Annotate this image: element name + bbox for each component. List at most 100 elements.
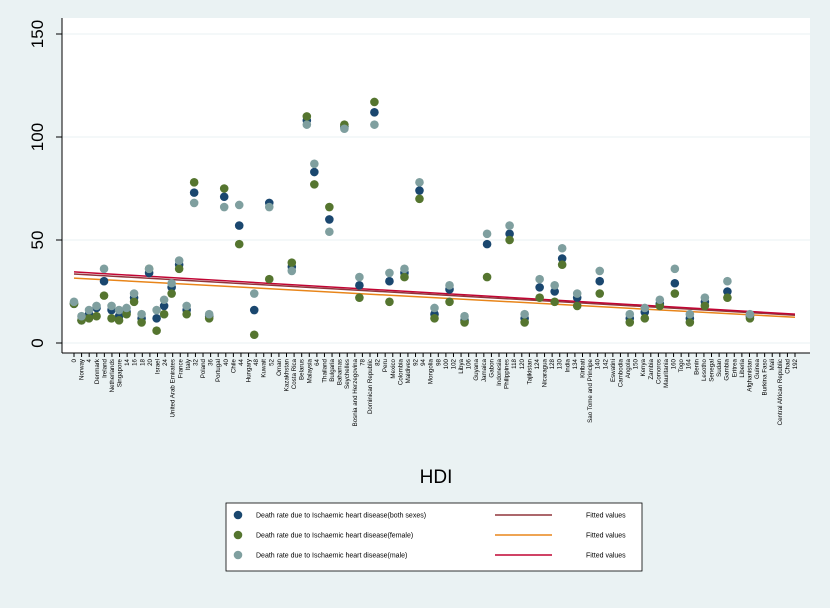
x-tick-label: Chad: [784, 358, 791, 373]
legend-box: [225, 502, 643, 572]
x-tick-label: Kuwait: [261, 359, 268, 378]
x-tick-label: 18: [139, 358, 146, 365]
data-point: [182, 301, 191, 311]
x-tick-label: Bosnia and Herzegovina: [352, 358, 359, 426]
data-point: [385, 297, 394, 307]
data-point: [325, 202, 334, 212]
data-point: [355, 281, 364, 290]
data-point: [670, 264, 680, 274]
x-tick-label: 14: [124, 358, 131, 365]
y-axis: 0 50 100 150: [28, 18, 63, 353]
x-tick-label: 164: [686, 358, 693, 369]
x-tick-label: 64: [314, 358, 321, 365]
x-tick-label: Thailand: [321, 358, 328, 382]
data-point: [535, 293, 544, 302]
x-tick-label: Maldives: [405, 359, 412, 383]
x-tick-label: Norway: [79, 358, 86, 380]
data-point: [550, 287, 559, 296]
x-tick-label: Cambodia: [617, 358, 624, 387]
x-tick-label: Israel: [154, 359, 161, 374]
legend: Death rate due to Ischaemic heart diseas…: [225, 502, 643, 572]
data-point: [482, 239, 492, 249]
x-tick-label: Bulgaria: [329, 358, 336, 381]
data-point: [129, 297, 139, 307]
x-tick-label: 94: [420, 358, 427, 365]
x-tick-label: 102: [450, 358, 457, 369]
data-point: [557, 243, 567, 253]
x-tick-label: Poland: [200, 358, 207, 378]
x-tick-label: 140: [595, 358, 602, 369]
data-point: [505, 229, 514, 239]
data-point: [655, 301, 665, 311]
data-point: [219, 202, 229, 212]
data-point: [249, 330, 259, 340]
data-point: [685, 309, 695, 319]
fitted-line: [73, 277, 796, 318]
x-tick-label: 130: [557, 358, 564, 369]
data-point: [445, 297, 454, 307]
x-tick-label: 16: [132, 358, 139, 365]
legend-marker: [233, 530, 243, 540]
data-point: [520, 309, 529, 319]
data-point: [572, 301, 582, 311]
data-point: [370, 97, 379, 107]
x-tick-label: 24: [162, 358, 169, 365]
x-tick-label: Burkina Faso: [762, 358, 769, 395]
data-point: [557, 254, 567, 263]
x-tick-label: Sao Tome and Principe: [587, 358, 594, 422]
data-point: [460, 311, 469, 321]
data-point: [137, 318, 146, 327]
x-tick-label: 118: [511, 358, 518, 368]
data-point: [234, 221, 244, 230]
data-point: [302, 120, 312, 129]
data-point: [99, 291, 109, 300]
data-point: [302, 112, 312, 121]
data-point: [182, 309, 191, 319]
data-point: [137, 309, 146, 319]
x-tick-label: Eswatini: [610, 359, 617, 382]
data-point: [114, 305, 124, 315]
data-point: [249, 305, 259, 315]
data-point: [723, 276, 732, 286]
x-tick-label: 150: [633, 358, 640, 369]
x-tick-label: Sudan: [716, 358, 723, 376]
x-tick-label: Kenya: [640, 358, 647, 376]
data-point: [99, 264, 109, 274]
x-tick-label: 36: [208, 358, 215, 365]
data-point: [219, 184, 229, 193]
data-point: [430, 313, 439, 323]
data-point: [287, 258, 297, 267]
data-point: [310, 180, 319, 189]
y-tick-label: 100: [28, 123, 47, 151]
data-point: [745, 309, 755, 319]
x-tick-label: 142: [602, 358, 609, 369]
data-point: [557, 260, 567, 270]
data-point: [415, 194, 424, 204]
x-tick-label: Kiribati: [579, 359, 586, 378]
data-point: [415, 178, 424, 187]
fitted-line: [73, 273, 796, 316]
x-tick-label: Kazakhstan: [284, 358, 291, 391]
x-tick-label: Mauritania: [663, 358, 670, 387]
data-point: [655, 295, 665, 305]
data-point: [310, 167, 319, 177]
x-tick-label: Nicaragua: [542, 358, 549, 387]
x-tick-label: Zambia: [648, 358, 655, 379]
data-point: [355, 272, 364, 282]
legend-label: Death rate due to Ischaemic heart diseas…: [256, 513, 426, 520]
y-tick-label: 0: [28, 338, 47, 347]
x-tick-label: Ireland: [101, 358, 108, 377]
data-point: [640, 313, 650, 323]
x-tick-label: 160: [671, 358, 678, 369]
data-point: [400, 264, 409, 274]
data-points: [69, 97, 755, 340]
data-point: [264, 274, 274, 284]
data-point: [723, 287, 732, 296]
data-point: [572, 289, 582, 298]
data-point: [189, 188, 199, 197]
x-tick-label: Oman: [276, 358, 283, 375]
data-point: [415, 186, 424, 195]
legend-marker: [233, 550, 243, 560]
x-tick-label: 4: [86, 358, 93, 362]
data-point: [287, 266, 297, 276]
